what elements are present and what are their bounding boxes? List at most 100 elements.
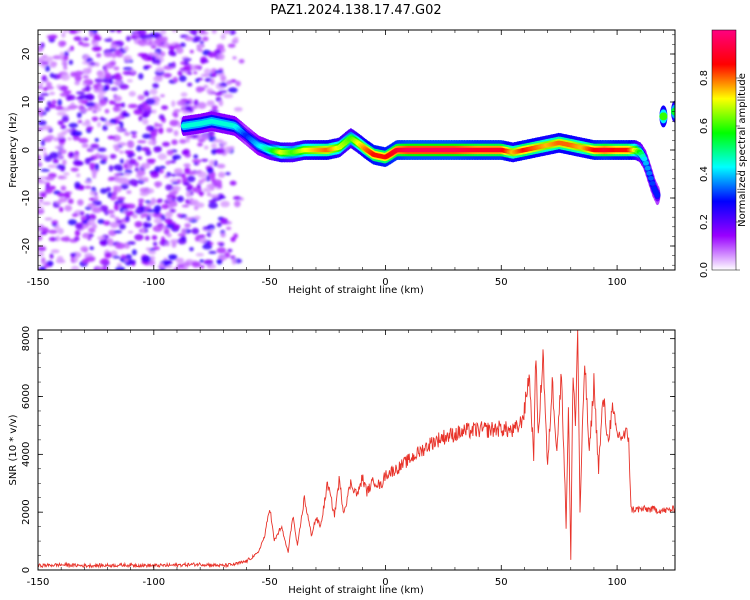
- spectrogram-noise-blob: [141, 192, 149, 196]
- spectrogram-noise-blob: [48, 229, 58, 234]
- spectrogram-noise-blob: [126, 259, 136, 265]
- spectrogram-noise-blob: [171, 241, 177, 248]
- spectrogram-noise-blob: [120, 254, 127, 259]
- spectrogram-noise-blob: [99, 258, 110, 266]
- spectrogram-noise-blob: [199, 191, 204, 197]
- spectrogram-noise-blob: [150, 255, 156, 261]
- spectrogram-noise-blob: [208, 202, 218, 209]
- spectrogram-noise-blob: [211, 105, 218, 110]
- spectrogram-noise-blob: [183, 148, 190, 155]
- spectrogram-noise-blob: [154, 122, 159, 128]
- spectrogram-noise-blob: [104, 38, 113, 42]
- spectrogram-noise-blob: [91, 169, 98, 176]
- spectrogram-noise-blob: [201, 133, 209, 141]
- spectrogram-noise-blob: [63, 51, 69, 57]
- spectrogram-noise-blob: [46, 134, 55, 140]
- spectrogram-noise-blob: [137, 140, 147, 144]
- spectrogram-noise-blob: [99, 116, 105, 121]
- spectrogram-noise-blob: [200, 59, 209, 64]
- x-tick-label: -150: [27, 577, 50, 588]
- spectrogram-noise-blob: [152, 211, 162, 218]
- spectrogram-noise-blob: [68, 122, 79, 128]
- spectrogram-noise-blob: [96, 53, 102, 58]
- spectrogram-noise-blob: [228, 87, 238, 93]
- spectrogram-noise-blob: [113, 230, 123, 234]
- spectrogram-noise-blob: [94, 78, 104, 83]
- spectrogram-noise-blob: [113, 95, 122, 102]
- spectrogram-noise-blob: [144, 37, 154, 42]
- spectrogram-noise-blob: [216, 247, 227, 254]
- spectrogram-noise-blob: [42, 87, 49, 91]
- spectrogram-noise-blob: [110, 221, 119, 229]
- spectrogram-noise-blob: [38, 57, 45, 63]
- spectrogram-noise-blob: [202, 187, 212, 193]
- snr-x-ticks: -150 -100 -50 0 50 100: [27, 330, 664, 588]
- spectrogram-noise-blob: [209, 194, 219, 198]
- spectrogram-noise-blob: [119, 158, 124, 164]
- spectrogram-noise-blob: [180, 92, 188, 97]
- spectrogram-noise-blob: [140, 227, 145, 234]
- spectrogram-noise-blob: [89, 246, 95, 251]
- spectrogram-noise-blob: [85, 157, 95, 161]
- colorbar-label: Normalized spectral amplitude: [737, 73, 748, 227]
- spectrogram-noise-blob: [59, 92, 70, 97]
- spectrogram-noise-blob: [42, 201, 52, 206]
- spectrogram-noise-blob: [172, 224, 181, 230]
- spectrogram-noise-blob: [229, 180, 237, 186]
- spectrogram-noise-blob: [40, 168, 50, 172]
- spectrogram-noise-blob: [184, 223, 191, 228]
- spectrogram-noise-blob: [137, 52, 147, 57]
- spectrogram-noise-blob: [38, 96, 45, 102]
- spectrogram-noise-blob: [158, 114, 165, 120]
- spectrogram-noise-blob: [114, 72, 121, 77]
- spectrogram-noise-blob: [178, 75, 187, 82]
- spectrogram-noise-blob: [208, 51, 216, 58]
- spectrogram-noise-blob: [154, 218, 163, 224]
- spectrogram-noise-blob: [116, 196, 126, 200]
- spectrogram-noise-blob: [197, 134, 202, 140]
- spectrogram-noise-blob: [172, 156, 177, 161]
- spectrogram-noise-blob: [194, 64, 200, 69]
- spectrogram-noise-blob: [73, 159, 82, 166]
- spectrogram-noise-blob: [211, 73, 216, 77]
- spectrogram-noise-blob: [127, 241, 136, 245]
- spectrogram-noise-blob: [128, 158, 137, 166]
- spectrogram-noise-blob: [54, 145, 65, 150]
- spectrogram-noise-blob: [169, 208, 176, 213]
- spectrogram-noise-blob: [46, 35, 57, 39]
- spectrogram-noise-blob: [39, 197, 44, 203]
- spectrogram-noise-blob: [147, 140, 157, 145]
- spectrogram-noise-blob: [138, 202, 143, 208]
- spectrogram-noise-blob: [151, 197, 156, 205]
- spectrogram-noise-blob: [77, 199, 84, 206]
- spectrogram-noise-blob: [81, 143, 89, 148]
- y-tick-label: 0: [21, 147, 32, 153]
- spectrogram-noise-blob: [38, 154, 41, 162]
- spectrogram-noise-blob: [55, 105, 64, 111]
- spectrogram-noise-blob: [187, 82, 193, 87]
- spectrogram-noise-blob: [128, 230, 134, 234]
- spectrogram-noise-blob: [145, 200, 151, 204]
- spectrogram-noise-blob: [109, 154, 117, 159]
- spectrogram-noise-blob: [175, 46, 184, 54]
- spectrogram-noise-blob: [91, 45, 102, 52]
- spectrogram-noise-blob: [57, 227, 64, 235]
- spectrogram-noise-blob: [189, 49, 194, 54]
- spectrogram-noise-blob: [60, 124, 67, 130]
- spectrogram-noise-blob: [151, 58, 161, 65]
- spectrogram-noise-blob: [60, 185, 67, 191]
- spectrogram-noise-blob: [238, 59, 245, 64]
- spectrogram-noise-blob: [103, 52, 114, 58]
- spectrogram-noise-blob: [116, 30, 122, 33]
- spectrogram-noise-blob: [125, 215, 130, 222]
- y-tick-label: -20: [21, 238, 32, 254]
- spectrogram-noise-blob: [70, 265, 80, 270]
- spectrogram-noise-blob: [190, 199, 199, 206]
- spectrogram-noise-blob: [119, 150, 124, 154]
- spectrogram-noise-blob: [113, 204, 120, 211]
- spectrogram-noise-blob: [158, 127, 164, 134]
- spectrogram-noise-blob: [199, 259, 204, 263]
- spectrogram-noise-blob: [115, 219, 123, 224]
- spectrogram-noise-blob: [218, 196, 226, 199]
- spectrogram-ridge-cell: [659, 112, 668, 121]
